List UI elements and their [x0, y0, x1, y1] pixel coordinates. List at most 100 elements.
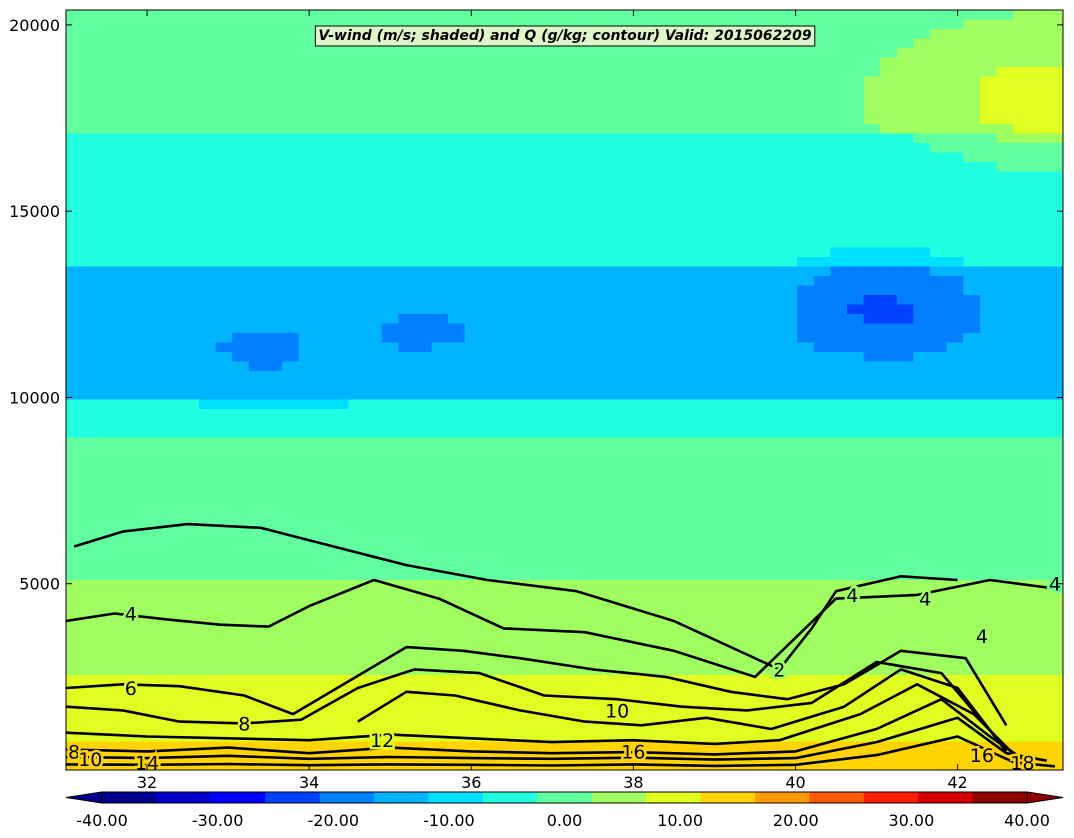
- vwind-cell: [198, 228, 217, 239]
- vwind-cell: [797, 48, 815, 59]
- vwind-cell: [913, 418, 931, 429]
- vwind-cell: [747, 314, 765, 325]
- vwind-cell: [348, 561, 366, 572]
- vwind-cell: [896, 342, 915, 353]
- vwind-cell: [414, 418, 433, 429]
- vwind-cell: [996, 219, 1014, 230]
- vwind-cell: [398, 741, 416, 752]
- vwind-cell: [115, 399, 134, 410]
- vwind-cell: [182, 171, 200, 182]
- vwind-cell: [66, 732, 84, 743]
- vwind-cell: [913, 190, 931, 201]
- vwind-cell: [930, 124, 948, 135]
- vwind-cell: [331, 219, 350, 230]
- vwind-cell: [697, 570, 715, 581]
- vwind-cell: [82, 570, 100, 581]
- vwind-cell: [747, 19, 765, 30]
- vwind-cell: [531, 466, 549, 477]
- vwind-cell: [979, 95, 998, 106]
- vwind-cell: [614, 333, 632, 344]
- vwind-cell: [863, 361, 881, 372]
- vwind-cell: [996, 181, 1014, 192]
- vwind-cell: [149, 646, 167, 657]
- vwind-cell: [564, 713, 582, 724]
- vwind-cell: [66, 532, 84, 543]
- vwind-cell: [1013, 105, 1031, 116]
- vwind-cell: [979, 38, 998, 49]
- vwind-cell: [963, 741, 981, 752]
- vwind-cell: [82, 57, 100, 68]
- vwind-cell: [115, 485, 134, 496]
- vwind-cell: [315, 352, 333, 363]
- vwind-cell: [763, 247, 782, 258]
- vwind-cell: [265, 76, 283, 87]
- vwind-cell: [298, 29, 316, 40]
- vwind-cell: [597, 656, 615, 667]
- vwind-cell: [348, 589, 366, 600]
- vwind-cell: [664, 67, 682, 78]
- vwind-cell: [979, 238, 998, 249]
- vwind-cell: [880, 532, 898, 543]
- vwind-cell: [581, 732, 599, 743]
- vwind-cell: [331, 57, 350, 68]
- vwind-cell: [647, 447, 665, 458]
- vwind-cell: [132, 219, 150, 230]
- vwind-cell: [498, 751, 516, 762]
- vwind-cell: [813, 485, 831, 496]
- vwind-cell: [1046, 181, 1063, 192]
- vwind-cell: [99, 333, 117, 344]
- vwind-cell: [414, 143, 433, 154]
- vwind-cell: [232, 741, 250, 752]
- vwind-cell: [979, 257, 998, 268]
- vwind-cell: [880, 599, 898, 610]
- vwind-cell: [913, 542, 931, 553]
- vwind-cell: [547, 399, 566, 410]
- vwind-cell: [979, 561, 998, 572]
- vwind-cell: [996, 295, 1014, 306]
- vwind-cell: [780, 409, 798, 420]
- vwind-cell: [880, 418, 898, 429]
- vwind-cell: [1013, 703, 1031, 714]
- vwind-cell: [498, 200, 516, 211]
- vwind-cell: [797, 741, 815, 752]
- vwind-cell: [763, 485, 782, 496]
- vwind-cell: [215, 475, 233, 486]
- vwind-cell: [813, 447, 831, 458]
- vwind-cell: [630, 285, 649, 296]
- vwind-cell: [498, 295, 516, 306]
- vwind-cell: [647, 580, 665, 591]
- vwind-cell: [614, 390, 632, 401]
- vwind-cell: [846, 504, 865, 515]
- vwind-cell: [514, 741, 532, 752]
- vwind-cell: [830, 532, 848, 543]
- vwind-cell: [664, 684, 682, 695]
- vwind-cell: [132, 76, 150, 87]
- vwind-cell: [215, 437, 233, 448]
- vwind-cell: [896, 456, 915, 467]
- vwind-cell: [846, 76, 865, 87]
- vwind-cell: [896, 675, 915, 686]
- vwind-cell: [149, 95, 167, 106]
- vwind-cell: [581, 665, 599, 676]
- vwind-cell: [930, 722, 948, 733]
- vwind-cell: [132, 86, 150, 97]
- vwind-cell: [780, 532, 798, 543]
- vwind-cell: [82, 646, 100, 657]
- vwind-cell: [763, 713, 782, 724]
- vwind-cell: [714, 114, 732, 125]
- vwind-cell: [597, 114, 615, 125]
- vwind-cell: [1029, 656, 1047, 667]
- vwind-cell: [1029, 751, 1047, 762]
- vwind-cell: [1046, 551, 1063, 562]
- vwind-cell: [348, 352, 366, 363]
- vwind-cell: [780, 314, 798, 325]
- vwind-cell: [963, 352, 981, 363]
- vwind-cell: [547, 494, 566, 505]
- vwind-cell: [647, 466, 665, 477]
- vwind-cell: [996, 665, 1014, 676]
- vwind-cell: [381, 19, 399, 30]
- vwind-cell: [930, 428, 948, 439]
- vwind-cell: [298, 703, 316, 714]
- vwind-cell: [780, 19, 798, 30]
- vwind-cell: [564, 447, 582, 458]
